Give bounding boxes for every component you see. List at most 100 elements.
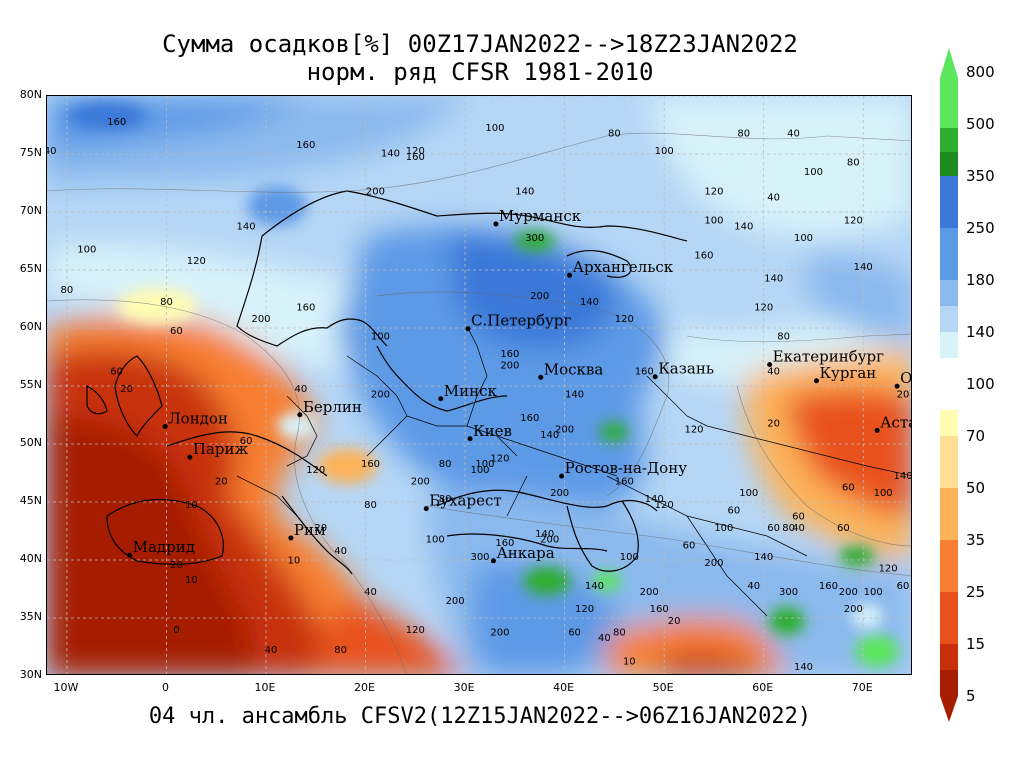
colorbar-swatch	[940, 152, 958, 176]
colorbar-swatch	[940, 592, 958, 644]
contour-label: 140	[580, 297, 599, 308]
contour-label: 120	[879, 564, 898, 575]
map-title-line-2: норм. ряд CFSR 1981-2010	[306, 58, 654, 86]
lon-tick-label: 30E	[453, 681, 475, 694]
lat-tick-label: 35N	[19, 610, 42, 623]
colorbar-label: 70	[966, 427, 986, 445]
city-dot	[162, 424, 168, 430]
contour-label: 140	[893, 471, 912, 482]
contour-label: 140	[854, 262, 873, 273]
city-dot	[438, 396, 444, 402]
contour-label: 80	[737, 129, 750, 140]
contour-label: 200	[490, 627, 509, 638]
contour-label: 140	[47, 146, 57, 157]
contour-label: 80	[160, 297, 173, 308]
contour-label: 40	[747, 581, 760, 592]
colorbar-label: 15	[966, 635, 986, 653]
colorbar-swatch	[940, 280, 958, 306]
city-dot	[894, 383, 900, 389]
contour-label: 60	[727, 506, 740, 517]
colorbar-label: 350	[966, 167, 995, 185]
precipitation-map: 1601401601401201601008010080402001401401…	[46, 95, 912, 675]
city-label: Минск	[444, 382, 498, 400]
contour-label: 120	[615, 314, 634, 325]
contour-label: 200	[446, 596, 465, 607]
contour-label: 120	[844, 216, 863, 227]
city-dot	[813, 378, 819, 384]
contour-label: 100	[77, 245, 96, 256]
colorbar-swatch	[940, 306, 958, 332]
contour-label: 10	[185, 575, 198, 586]
colorbar-arrow-bottom	[940, 696, 958, 722]
contour-label: 0	[173, 625, 179, 636]
contour-label: 140	[515, 187, 534, 198]
contour-label: 40	[334, 546, 347, 557]
contour-label: 200	[366, 187, 385, 198]
contour-label: 140	[734, 221, 753, 232]
contour-label: 60	[170, 326, 183, 337]
contour-label: 80	[782, 523, 795, 534]
contour-label: 120	[754, 303, 773, 314]
contour-label: 160	[495, 538, 514, 549]
contour-label: 120	[187, 256, 206, 267]
city-dot	[127, 552, 133, 558]
city-dot	[423, 506, 429, 512]
lat-tick-label: 75N	[19, 146, 42, 159]
contour-label: 100	[874, 488, 893, 499]
city-dot	[652, 374, 658, 380]
contour-label: 60	[837, 523, 850, 534]
contour-label: 160	[361, 459, 380, 470]
lon-tick-label: 10E	[254, 681, 276, 694]
city-label: Омск	[900, 369, 912, 387]
lat-tick-label: 30N	[19, 668, 42, 681]
lon-tick-label: 20E	[354, 681, 375, 694]
contour-label: 40	[767, 366, 780, 377]
contour-label: 300	[525, 233, 544, 244]
city-label: Москва	[544, 360, 604, 378]
contour-label: 80	[364, 500, 377, 511]
colorbar-swatch	[940, 488, 958, 540]
contour-label: 80	[439, 459, 452, 470]
city-label: Киев	[473, 422, 512, 440]
colorbar-label: 180	[966, 271, 995, 289]
contour-label: 120	[406, 625, 425, 636]
city-label: Париж	[193, 440, 249, 458]
contour-label: 300	[470, 552, 489, 563]
contour-label: 200	[844, 604, 863, 615]
lon-tick-label: 40E	[553, 681, 575, 694]
contour-label: 40	[364, 587, 377, 598]
contour-label: 160	[406, 152, 425, 163]
city-label: Казань	[658, 360, 714, 378]
contour-label: 100	[655, 146, 674, 157]
contour-label: 80	[777, 332, 790, 343]
lat-tick-label: 50N	[19, 436, 42, 449]
contour-label: 20	[668, 616, 681, 627]
map-title-line-1: Сумма осадков[%] 00Z17JAN2022-->18Z23JAN…	[162, 30, 798, 58]
contour-label: 40	[787, 129, 800, 140]
contour-label: 200	[704, 558, 723, 569]
contour-label: 60	[568, 627, 581, 638]
colorbar-swatch	[940, 78, 958, 128]
contour-label: 100	[714, 523, 733, 534]
city-label: Астана	[880, 413, 912, 431]
contour-label: 80	[61, 285, 74, 296]
contour-label: 20	[314, 523, 327, 534]
contour-label: 100	[470, 465, 489, 476]
contour-label: 160	[296, 140, 315, 151]
city-dot	[465, 326, 471, 332]
contour-label: 160	[694, 250, 713, 261]
contour-label: 120	[655, 500, 674, 511]
lat-tick-label: 70N	[19, 204, 42, 217]
contour-label: 40	[598, 633, 611, 644]
city-dot	[467, 436, 473, 442]
colorbar-label: 50	[966, 479, 986, 497]
city-label: Рим	[294, 521, 326, 539]
contour-label: 80	[847, 158, 860, 169]
contour-label: 20	[170, 560, 183, 571]
city-label: Берлин	[303, 398, 362, 416]
city-dot	[187, 454, 193, 460]
contour-label: 100	[704, 216, 723, 227]
contour-label: 160	[819, 581, 838, 592]
contour-label: 10	[623, 656, 636, 667]
lat-tick-label: 55N	[19, 378, 42, 391]
